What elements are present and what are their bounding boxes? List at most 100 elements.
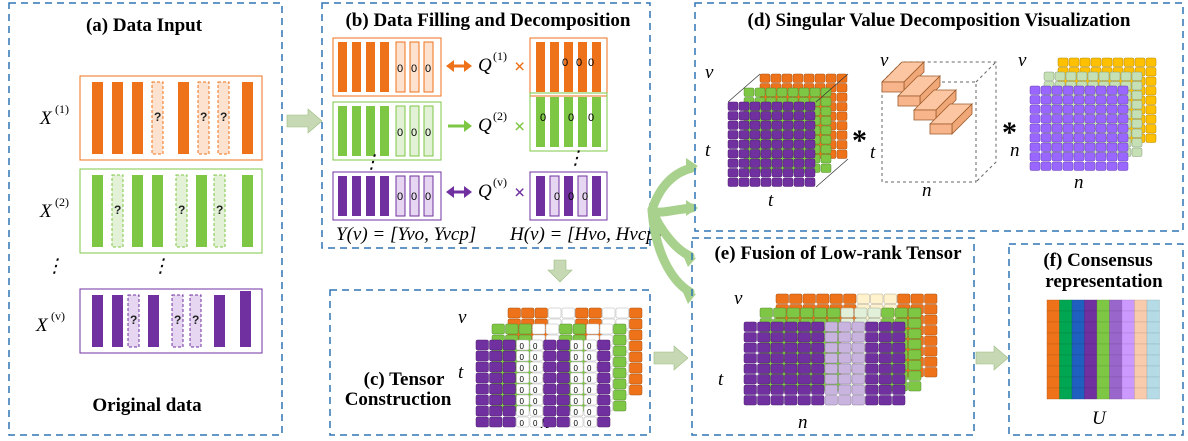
svg-text:×: ×: [514, 182, 525, 204]
xv-label: X (v): [35, 309, 65, 336]
panel-f-title-2: representation: [1045, 271, 1163, 292]
svg-text:t: t: [705, 140, 711, 161]
panel-e: (e) Fusion of Low-rank Tensor v t n: [691, 237, 975, 436]
svg-text:0: 0: [587, 408, 592, 417]
svg-text:0: 0: [411, 191, 417, 203]
row-purple: 0 0 0 Q (v) × 0 0 0: [332, 171, 608, 221]
svg-text:0: 0: [587, 386, 592, 395]
svg-text:0: 0: [397, 127, 403, 139]
svg-text:t: t: [718, 369, 724, 390]
svg-text:Q: Q: [478, 181, 492, 202]
svg-text:Q: Q: [478, 55, 492, 76]
svg-text:?: ?: [216, 203, 223, 217]
svg-text:?: ?: [130, 313, 137, 327]
svg-text:0: 0: [520, 397, 525, 406]
svg-text:0: 0: [587, 342, 592, 351]
row-green: 0 0 0 Q (2) × 0 0 0: [332, 92, 608, 161]
svg-text:0: 0: [587, 375, 592, 384]
panel-f: (f) Consensus representation U: [1008, 243, 1184, 436]
svg-text:n: n: [1010, 140, 1020, 161]
svg-text:v: v: [1018, 50, 1027, 71]
svg-text:(1): (1): [55, 102, 69, 116]
panel-c-title-1: (c) Tensor: [364, 369, 445, 390]
svg-text:0: 0: [520, 386, 525, 395]
x2-label: X (2): [39, 195, 69, 222]
arrow-e-to-f: [975, 345, 1009, 371]
svg-text:Q: Q: [478, 115, 492, 136]
b-dots-right: ⋮: [566, 148, 585, 169]
svg-text:0: 0: [411, 63, 417, 75]
svg-text:(1): (1): [493, 49, 507, 63]
svg-text:0: 0: [574, 408, 579, 417]
tensor-e: [743, 293, 938, 406]
svg-text:0: 0: [582, 191, 588, 203]
svg-text:0: 0: [540, 112, 546, 124]
vertical-dots-mid: ⋮: [151, 256, 170, 277]
svg-text:0: 0: [574, 353, 579, 362]
consensus-matrix: [1046, 299, 1160, 400]
svg-text:0: 0: [568, 112, 574, 124]
curved-arrows: [647, 163, 697, 297]
svg-text:(2): (2): [55, 195, 69, 209]
svg-text:0: 0: [533, 342, 538, 351]
panel-a-title: (a) Data Input: [86, 15, 203, 36]
svg-text:X: X: [35, 315, 49, 336]
svg-text:0: 0: [562, 57, 568, 69]
svg-text:?: ?: [174, 313, 181, 327]
y-formula: Y(v) = [Yvo, Yvcp]: [336, 224, 476, 245]
svg-text:v: v: [734, 288, 743, 309]
orange-data-block: ? ? ?: [79, 75, 263, 161]
tensor-u: [727, 73, 849, 188]
svg-text:0: 0: [587, 419, 592, 428]
svg-text:?: ?: [178, 203, 185, 217]
panel-d-title: (d) Singular Value Decomposition Visuali…: [748, 10, 1131, 31]
star-2: *: [1002, 116, 1017, 149]
svg-text:n: n: [922, 180, 932, 201]
panel-a-footer: Original data: [92, 395, 202, 416]
svg-text:0: 0: [574, 375, 579, 384]
svg-text:0: 0: [533, 408, 538, 417]
green-data-block: ? ? ?: [79, 168, 263, 254]
panel-f-title-1: (f) Consensus: [1043, 250, 1152, 271]
svg-text:0: 0: [574, 364, 579, 373]
panel-e-title: (e) Fusion of Low-rank Tensor: [714, 243, 962, 264]
panel-c: (c) Tensor Construction v t n 0000000000…: [329, 289, 651, 436]
svg-text:0: 0: [574, 419, 579, 428]
svg-text:X: X: [39, 108, 53, 129]
svg-text:0: 0: [533, 353, 538, 362]
panel-a: (a) Data Input X (1) X (2) ⋮ ⋮ X (v) ?: [8, 2, 283, 436]
svg-text:0: 0: [533, 397, 538, 406]
svg-text:n: n: [798, 412, 808, 433]
svg-text:t: t: [870, 142, 876, 163]
svg-text:0: 0: [574, 386, 579, 395]
svg-text:?: ?: [154, 110, 161, 124]
svg-text:0: 0: [533, 375, 538, 384]
svg-text:0: 0: [520, 375, 525, 384]
panel-d: (d) Singular Value Decomposition Visuali…: [694, 2, 1184, 232]
svg-text:0: 0: [576, 57, 582, 69]
panel-b: (b) Data Filling and Decomposition 0 0 0…: [321, 2, 663, 249]
svg-text:0: 0: [520, 353, 525, 362]
x1-label: X (1): [39, 102, 69, 129]
svg-text:0: 0: [568, 191, 574, 203]
svg-text:?: ?: [200, 110, 207, 124]
svg-text:0: 0: [554, 191, 560, 203]
svg-text:(2): (2): [493, 109, 507, 123]
svg-text:X: X: [39, 201, 53, 222]
svg-text:0: 0: [533, 364, 538, 373]
svg-text:×: ×: [514, 116, 525, 138]
svg-text:0: 0: [425, 127, 431, 139]
svg-text:?: ?: [192, 313, 199, 327]
svg-text:v: v: [705, 62, 714, 83]
svg-text:0: 0: [587, 364, 592, 373]
svg-text:0: 0: [520, 342, 525, 351]
purple-data-block: ? ? ?: [79, 288, 263, 354]
b-dots-left: ⋮: [362, 152, 381, 173]
svg-text:0: 0: [520, 364, 525, 373]
row-orange: 0 0 0 Q (1) × 0 0 0: [332, 37, 608, 97]
svg-text:t: t: [458, 362, 464, 383]
tensor-c: 0 0 0 00 0 0 00 0 0 00 0 0 00 0 0 00 0 0 00 0 0 00 0 0 0: [475, 307, 643, 428]
vertical-dots: ⋮: [45, 256, 64, 277]
svg-text:0: 0: [533, 386, 538, 395]
svg-text:0: 0: [587, 353, 592, 362]
